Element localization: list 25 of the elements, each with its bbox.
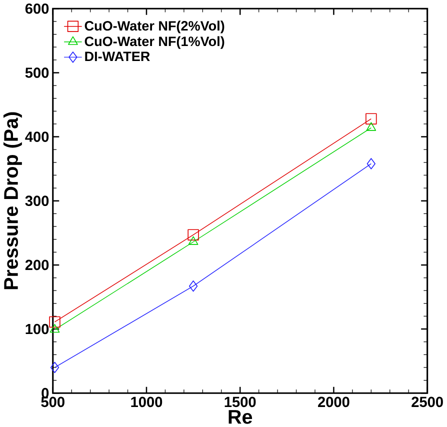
point: [188, 280, 198, 292]
point: [366, 158, 376, 170]
point: [49, 316, 60, 328]
legend-label: CuO-Water NF(2%Vol): [84, 20, 224, 34]
y-tick-label: 100: [26, 324, 49, 334]
x-tick-label: 2500: [412, 396, 443, 407]
point: [50, 324, 60, 333]
legend-label: CuO-Water NF(1%Vol): [84, 36, 224, 49]
point: [188, 236, 198, 245]
point: [50, 362, 60, 373]
y-tick-label: 300: [25, 196, 49, 206]
y-tick-label: 200: [25, 260, 49, 270]
y-tick-label: 500: [25, 67, 49, 78]
x-tick-label: 500: [41, 396, 64, 407]
point: [366, 122, 376, 131]
point: [188, 229, 199, 240]
x-tick-label: 1000: [131, 396, 162, 407]
x-tick-label: 2000: [318, 396, 350, 407]
legend-label: DI-WATER: [85, 52, 150, 61]
y-tick-label: 400: [25, 131, 49, 142]
x-tick-label: 1500: [224, 396, 256, 407]
x-axis-title: Re: [228, 410, 252, 424]
y-tick-label: 600: [25, 3, 49, 14]
y-axis-title: Pressure Drop (Pa): [3, 112, 22, 289]
point: [366, 113, 377, 124]
